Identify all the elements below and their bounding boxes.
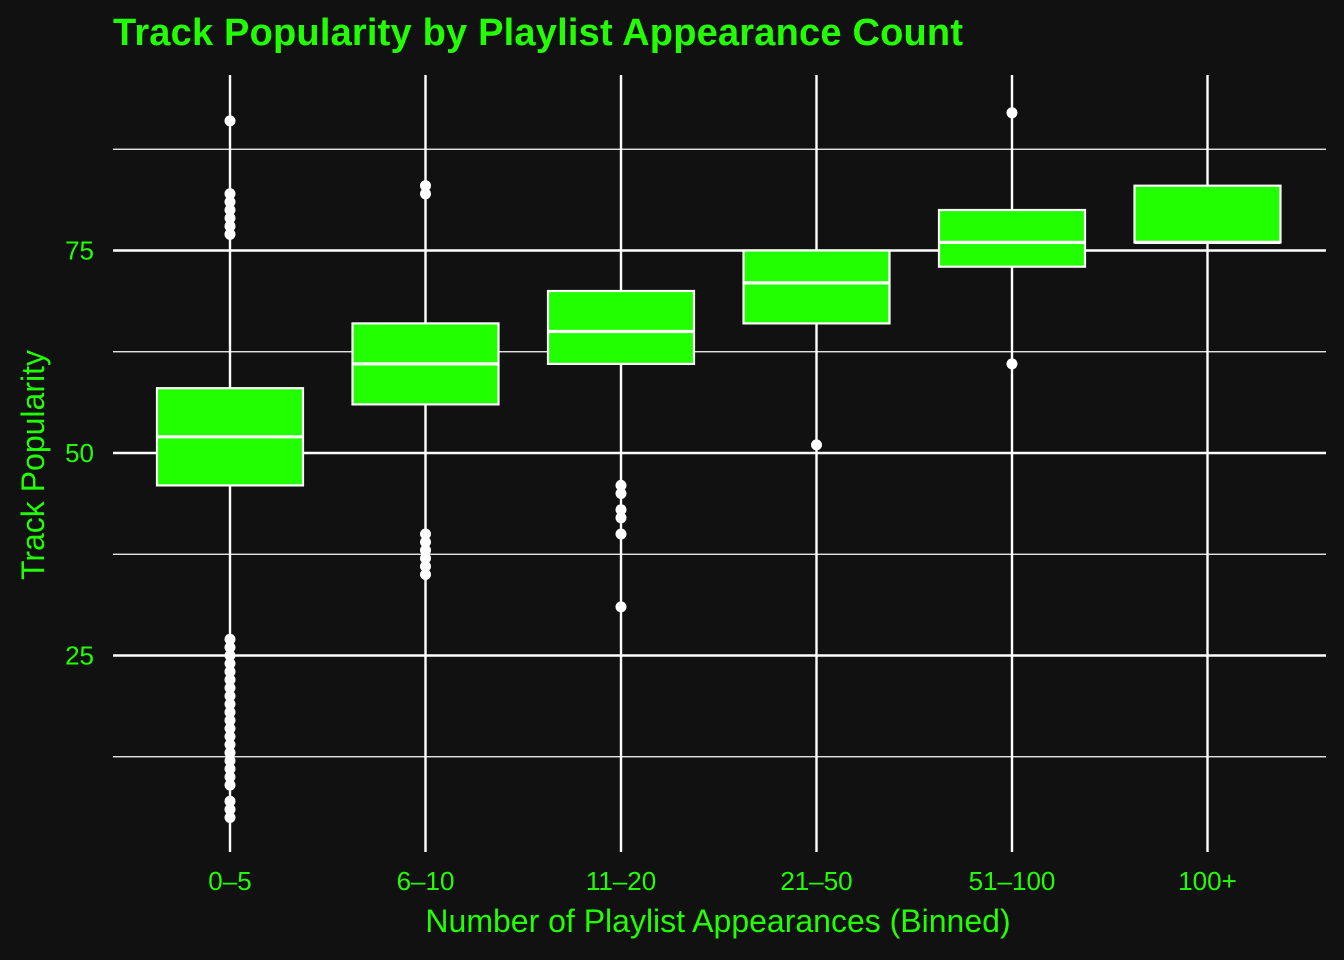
outlier-point	[224, 682, 236, 694]
outlier-point	[224, 795, 236, 807]
outlier-point	[224, 747, 236, 759]
outlier-point	[224, 658, 236, 670]
outlier-point	[224, 812, 236, 823]
gridlines	[113, 148, 1326, 758]
outlier-point	[224, 204, 236, 216]
outlier-point	[224, 115, 236, 127]
outlier-point	[224, 779, 236, 791]
box	[937, 208, 1087, 268]
outlier-point	[420, 536, 431, 548]
outlier-point	[224, 714, 236, 726]
outlier-point	[811, 439, 822, 451]
x-tick-label: 6–10	[397, 866, 455, 896]
outlier-point	[615, 504, 627, 516]
x-tick-label: 21–50	[780, 866, 852, 896]
y-axis-title: Track Popularity	[15, 350, 51, 580]
y-tick-label: 75	[65, 236, 94, 266]
outlier-point	[420, 569, 431, 580]
outlier-point	[420, 560, 431, 572]
outlier-point	[224, 690, 236, 702]
outlier-point	[615, 528, 627, 540]
whiskers	[228, 75, 1209, 852]
outlier-point	[224, 196, 236, 208]
x-tick-labels: 0–5 6–10 11–20 21–50 51–100 100+	[208, 866, 1236, 896]
boxes	[155, 184, 1282, 487]
outlier-point	[615, 601, 627, 613]
y-tick-label: 50	[65, 438, 94, 468]
outlier-point	[224, 220, 236, 232]
outlier-point	[615, 488, 627, 499]
outlier-point	[420, 180, 431, 192]
outlier-point	[224, 674, 236, 686]
outlier-point	[224, 763, 236, 775]
outlier-point	[420, 188, 431, 200]
outlier-point	[420, 544, 431, 556]
x-tick-label: 0–5	[208, 866, 251, 896]
x-axis-title: Number of Playlist Appearances (Binned)	[425, 903, 1010, 939]
chart-title: Track Popularity by Playlist Appearance …	[113, 12, 964, 54]
x-tick-label: 11–20	[586, 866, 656, 896]
outlier-point	[224, 698, 236, 710]
outlier-point	[224, 228, 236, 240]
outlier-point	[224, 650, 236, 661]
outlier-point	[420, 552, 431, 564]
y-tick-labels: 25 50 75	[65, 236, 94, 671]
outlier-point	[224, 803, 236, 815]
box	[1133, 184, 1282, 244]
outlier-point	[224, 722, 236, 734]
outlier-point	[1006, 358, 1018, 370]
x-tick-label: 100+	[1178, 866, 1237, 896]
outlier-point	[1006, 107, 1018, 119]
outlier-point	[224, 731, 236, 742]
x-tick-label: 51–100	[969, 866, 1056, 896]
outlier-point	[224, 212, 236, 224]
outlier-point	[615, 479, 627, 491]
outlier-point	[420, 528, 431, 540]
outlier-point	[224, 633, 236, 645]
y-tick-label: 25	[65, 641, 94, 671]
outlier-point	[224, 771, 236, 783]
box	[742, 249, 891, 325]
outlier-point	[224, 641, 236, 653]
outlier-point	[224, 706, 236, 718]
outlier-point	[224, 666, 236, 678]
outlier-point	[224, 739, 236, 751]
box	[546, 289, 696, 366]
outlier-point	[224, 188, 236, 200]
outliers	[224, 107, 1018, 823]
outlier-point	[615, 512, 627, 524]
outlier-point	[224, 755, 236, 767]
